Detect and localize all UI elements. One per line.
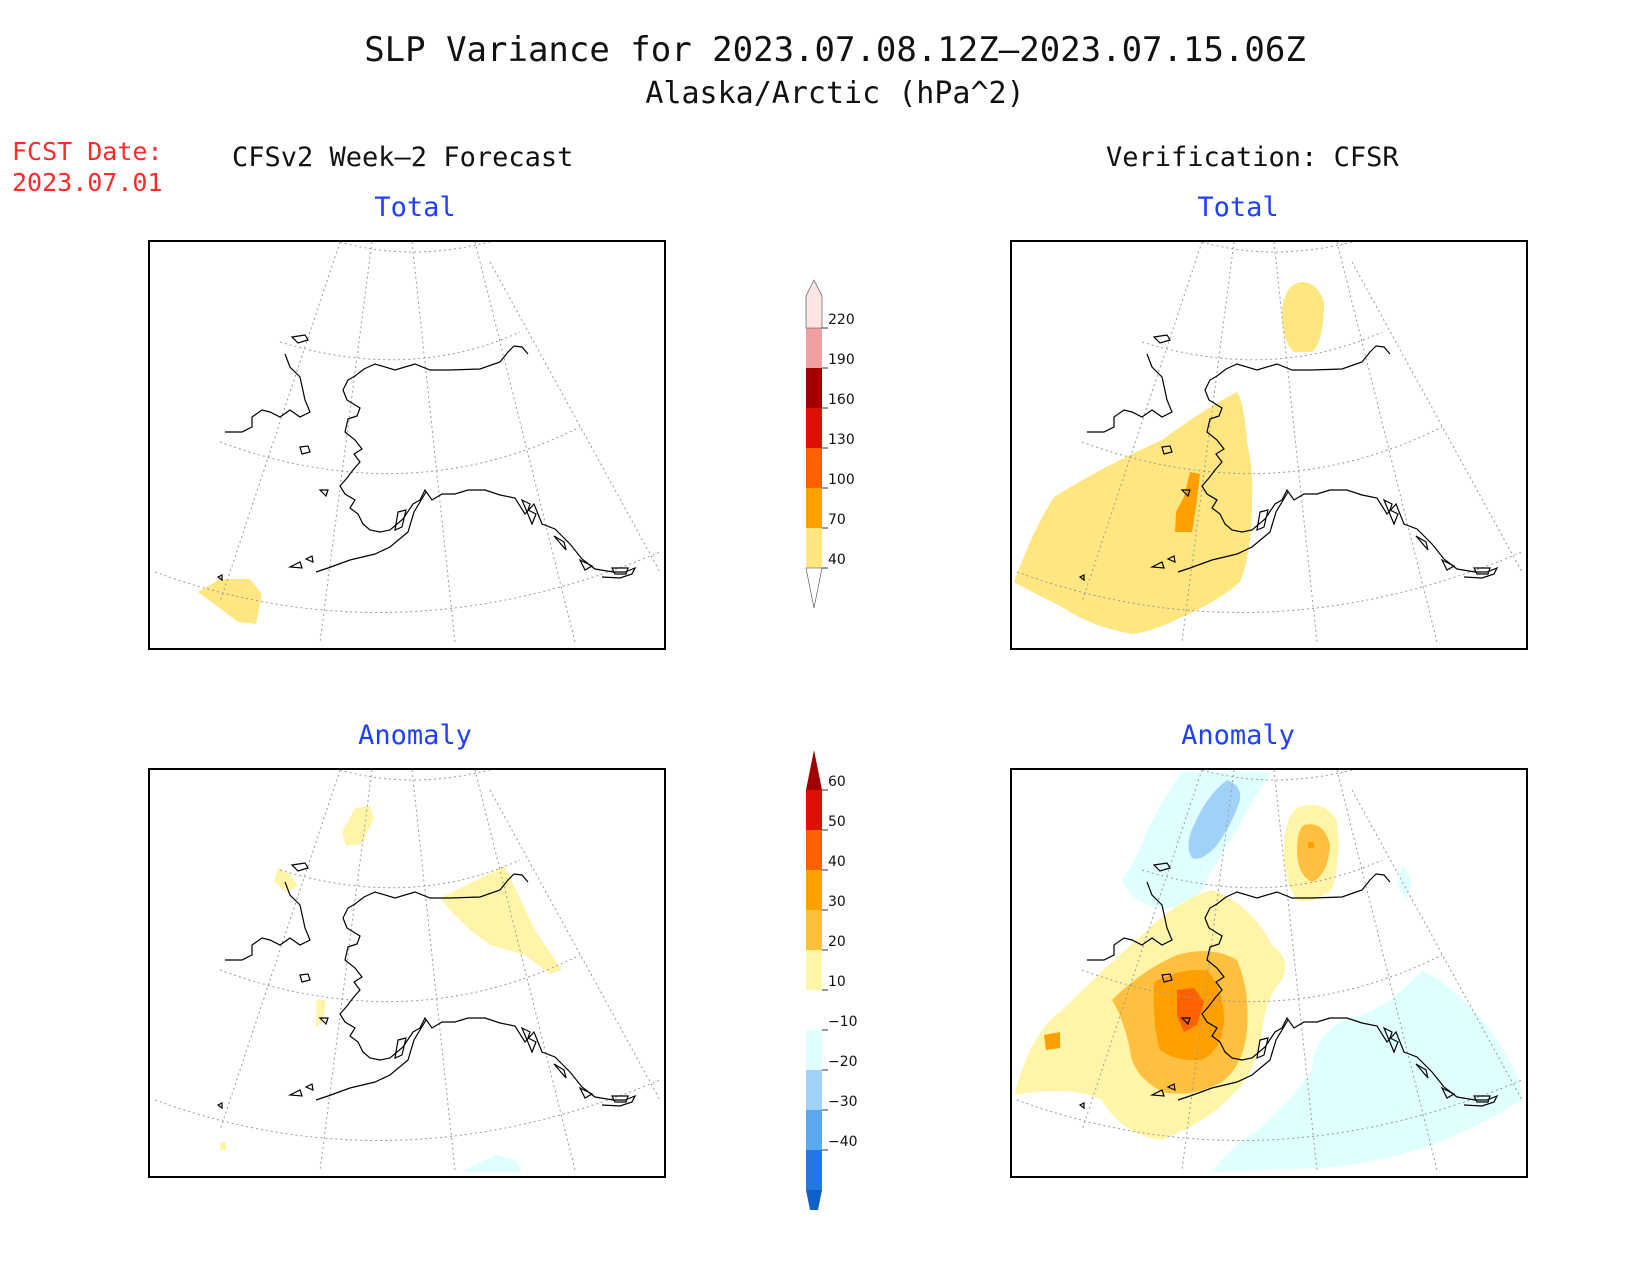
colorbar-block (806, 280, 822, 328)
chart-title: SLP Variance for 2023.07.08.12Z–2023.07.… (0, 30, 1650, 70)
chart-subtitle: Alaska/Arctic (hPa^2) (0, 76, 1650, 111)
shading (220, 806, 562, 1172)
colorbar-tick-label: 20 (828, 934, 846, 950)
colorbar-tick-label: 10 (828, 974, 846, 990)
colorbar-block (806, 1150, 822, 1190)
shading (1014, 282, 1324, 634)
colorbar-block (806, 1070, 822, 1110)
colorbar-block (806, 528, 822, 568)
forecast-date-label: FCST Date: (12, 137, 163, 166)
forecast-column-title: CFSv2 Week–2 Forecast (232, 142, 573, 173)
total-colorbar: 40 70 100 130 160 190 220 (790, 278, 870, 610)
forecast-anomaly-title: Anomaly (155, 720, 675, 751)
colorbar-block (806, 910, 822, 950)
colorbar-tick-label: −30 (828, 1094, 858, 1110)
colorbar-block (806, 1190, 822, 1210)
forecast-date-value: 2023.07.01 (12, 168, 163, 197)
colorbar-tick-label: −10 (828, 1014, 858, 1030)
verification-total-map (1010, 240, 1528, 650)
colorbar-block (806, 790, 822, 830)
colorbar-tick-label: 30 (828, 894, 846, 910)
colorbar-block (806, 328, 822, 368)
anomaly-colorbar: 60 50 40 30 20 10 −10 −20 −30 −40 (790, 750, 870, 1210)
colorbar-tick-label: 50 (828, 814, 846, 830)
graticule (155, 770, 660, 1170)
coastline (218, 335, 635, 580)
colorbar-tick-label: 100 (828, 472, 855, 488)
colorbar-tick-label: 130 (828, 432, 855, 448)
colorbar-block (806, 448, 822, 488)
colorbar-block (806, 950, 822, 990)
verification-anomaly-map (1010, 768, 1528, 1178)
colorbar-tick-label: 40 (828, 854, 846, 870)
forecast-total-map (148, 240, 666, 650)
shading (1014, 772, 1522, 1172)
colorbar-tick-label: 70 (828, 512, 846, 528)
colorbar-tick-label: 220 (828, 312, 855, 328)
colorbar-tick-label: 40 (828, 552, 846, 568)
colorbar-lower-extension (806, 568, 822, 608)
verification-total-title: Total (978, 192, 1498, 223)
colorbar-block (806, 488, 822, 528)
forecast-anomaly-map (148, 768, 666, 1178)
colorbar-tick-label: 60 (828, 774, 846, 790)
shading (198, 579, 262, 624)
verification-column-title: Verification: CFSR (1106, 142, 1399, 173)
colorbar-block (806, 408, 822, 448)
coastline (218, 863, 635, 1108)
colorbar-block (806, 1110, 822, 1150)
colorbar-tick-label: 160 (828, 392, 855, 408)
colorbar-tick-label: −40 (828, 1134, 858, 1150)
colorbar-block (806, 830, 822, 870)
colorbar-block (806, 1030, 822, 1070)
colorbar-block (806, 368, 822, 408)
colorbar-block (806, 750, 822, 790)
verification-anomaly-title: Anomaly (978, 720, 1498, 751)
forecast-total-title: Total (155, 192, 675, 223)
colorbar-tick-label: −20 (828, 1054, 858, 1070)
colorbar-block (806, 990, 822, 1030)
colorbar-block (806, 870, 822, 910)
colorbar-tick-label: 190 (828, 352, 855, 368)
